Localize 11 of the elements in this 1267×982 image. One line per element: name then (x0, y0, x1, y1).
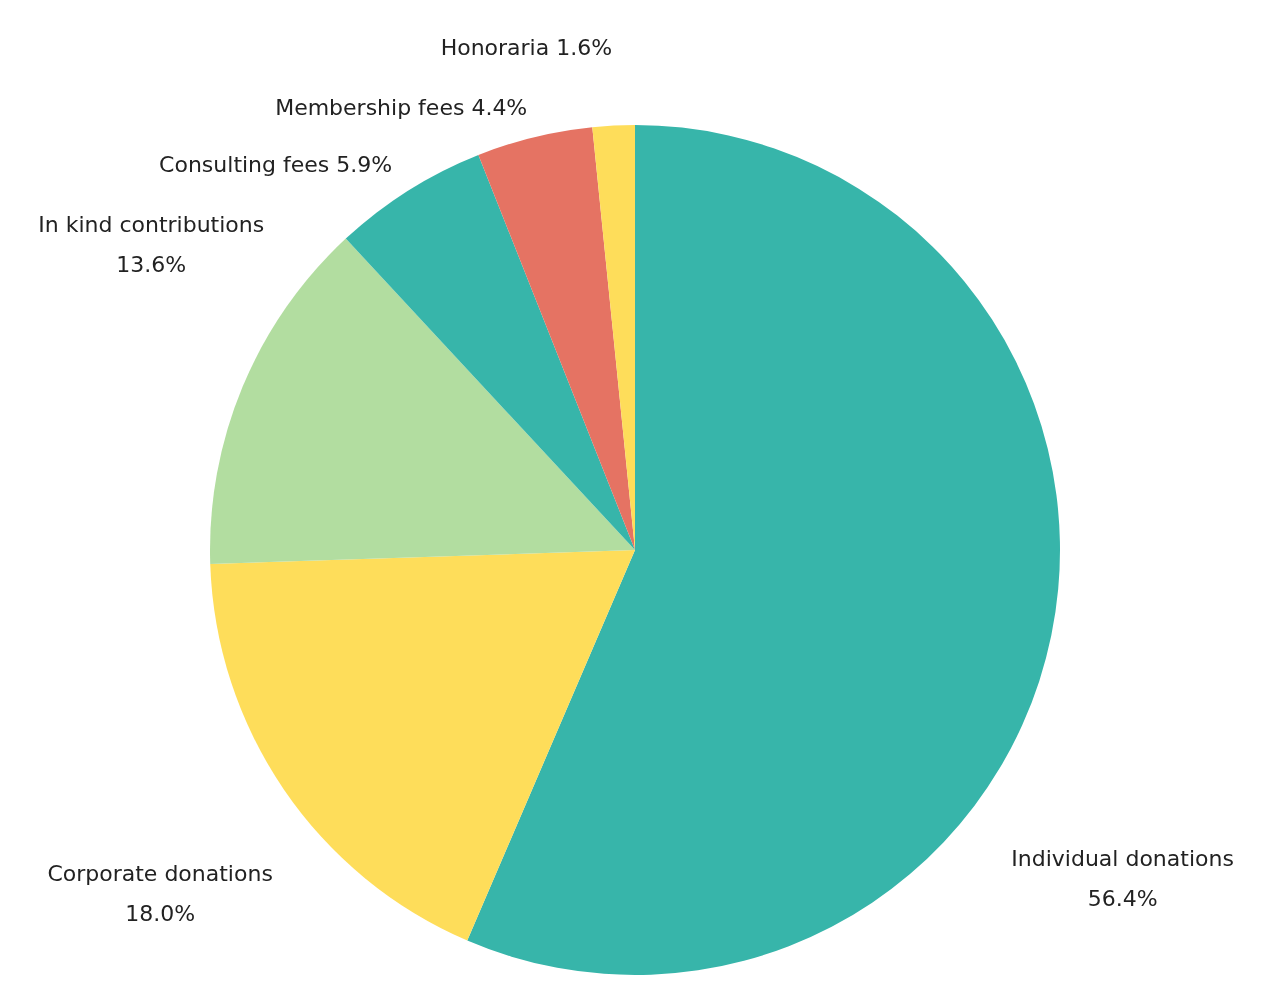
pie-slice (478, 127, 635, 550)
slice-label: Individual donations (1011, 846, 1234, 872)
data-label: 56.4% (1087, 886, 1158, 912)
data-label: 18.0% (125, 901, 196, 927)
pie-slice (210, 238, 635, 565)
data-label: 13.6% (116, 252, 187, 278)
slice-label: Corporate donations (47, 861, 273, 887)
slice-label: Membership fees 4.4% (275, 94, 528, 120)
slice-label: Honoraria 1.6% (440, 34, 613, 60)
slice-label: Consulting fees 5.9% (159, 152, 393, 178)
slice-label: In kind contributions (38, 212, 265, 238)
